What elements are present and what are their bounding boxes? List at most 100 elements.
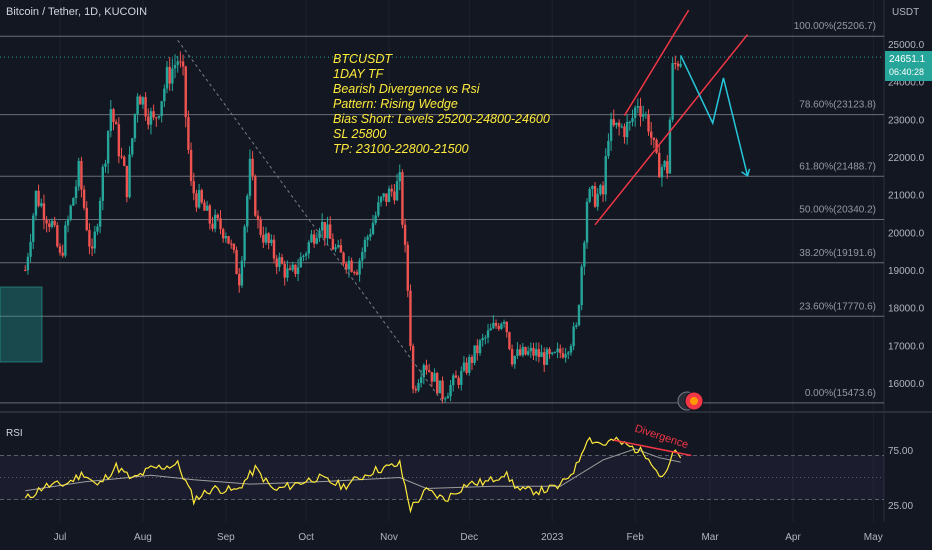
candle-body xyxy=(609,119,613,141)
candle-body xyxy=(334,247,337,250)
note-line: 1DAY TF xyxy=(333,67,384,81)
candle-body xyxy=(123,156,126,166)
rsi-label[interactable]: RSI xyxy=(6,428,23,439)
candle-body xyxy=(246,195,249,227)
candle-body xyxy=(422,365,426,378)
candle-body xyxy=(350,260,353,272)
candle-body xyxy=(543,352,546,365)
candle-body xyxy=(264,233,268,243)
candle-body xyxy=(144,97,147,117)
candle-body xyxy=(189,149,193,182)
candle-body xyxy=(516,349,519,356)
candle-body xyxy=(216,214,220,219)
candle-body xyxy=(633,107,637,118)
candle-body xyxy=(508,332,511,350)
candle-body xyxy=(497,325,500,329)
candle-body xyxy=(53,220,56,226)
candle-body xyxy=(462,362,466,371)
candle-body xyxy=(604,156,607,195)
candle-body xyxy=(548,349,551,354)
candle-body xyxy=(235,249,238,275)
note-line: TP: 23100-22800-21500 xyxy=(333,142,469,156)
descending-trendline xyxy=(177,39,443,403)
candle-body xyxy=(481,338,484,341)
candle-body xyxy=(48,223,51,227)
symbol-title[interactable]: Bitcoin / Tether, 1D, KUCOIN xyxy=(6,6,148,18)
candle-body xyxy=(278,257,281,267)
candle-body xyxy=(500,323,503,329)
candle-body xyxy=(280,257,284,264)
candle-body xyxy=(221,229,225,239)
candlestick-series xyxy=(24,51,682,404)
event-icons[interactable] xyxy=(677,391,704,411)
candle-body xyxy=(636,106,640,108)
y-tick-label: 17000.0 xyxy=(888,341,925,352)
candle-body xyxy=(58,246,62,253)
x-tick-label: Oct xyxy=(298,532,314,543)
candle-body xyxy=(382,193,385,197)
candle-body xyxy=(572,326,575,347)
candle-body xyxy=(599,185,602,195)
candle-body xyxy=(537,349,541,357)
candle-body xyxy=(136,96,139,114)
x-tick-label: Sep xyxy=(217,532,235,543)
candle-body xyxy=(200,190,203,203)
candle-body xyxy=(272,239,276,259)
currency-label: USDT xyxy=(892,7,920,18)
candle-body xyxy=(232,243,236,250)
candle-body xyxy=(139,96,142,105)
candle-body xyxy=(184,66,187,118)
candle-body xyxy=(419,377,423,383)
candle-body xyxy=(168,66,171,84)
candle-body xyxy=(90,246,94,249)
candle-body xyxy=(505,321,508,333)
candle-body xyxy=(409,290,412,347)
rsi-tick-label: 75.00 xyxy=(888,446,913,457)
fibonacci-label: 23.60%(17770.6) xyxy=(799,301,876,312)
candle-body xyxy=(470,356,474,363)
candle-body xyxy=(655,139,658,153)
candle-body xyxy=(104,163,107,167)
candle-body xyxy=(195,193,198,208)
candle-body xyxy=(468,356,471,373)
candle-body xyxy=(374,215,377,223)
candle-body xyxy=(45,220,48,224)
candle-body xyxy=(641,114,645,117)
candle-body xyxy=(294,264,297,275)
candle-body xyxy=(492,322,495,329)
candle-body xyxy=(355,272,359,275)
projection-arrowhead xyxy=(741,168,751,178)
note-line: BTCUSDT xyxy=(333,52,393,66)
candle-body xyxy=(254,176,257,216)
candle-body xyxy=(72,197,75,206)
y-tick-label: 19000.0 xyxy=(888,266,925,277)
candle-body xyxy=(141,97,145,105)
candle-body xyxy=(163,88,166,102)
candle-body xyxy=(176,61,179,65)
candle-body xyxy=(312,234,316,244)
candle-body xyxy=(446,396,450,399)
candle-body xyxy=(513,355,516,365)
candle-body xyxy=(109,109,113,132)
candle-body xyxy=(425,365,428,371)
candle-body xyxy=(270,239,273,243)
candle-body xyxy=(240,260,244,286)
last-price-value: 24651.1 xyxy=(889,54,926,65)
candle-body xyxy=(406,244,409,291)
y-tick-label: 18000.0 xyxy=(888,304,925,315)
candle-body xyxy=(219,218,222,230)
candle-body xyxy=(385,193,388,202)
candle-body xyxy=(652,137,656,140)
candle-body xyxy=(502,321,506,324)
candle-body xyxy=(259,219,262,235)
fibonacci-label: 100.00%(25206.7) xyxy=(794,21,876,32)
candle-body xyxy=(187,117,190,150)
candle-body xyxy=(403,224,407,245)
candle-body xyxy=(663,161,666,168)
candle-body xyxy=(644,114,648,116)
candle-body xyxy=(623,126,626,138)
candle-body xyxy=(133,113,137,139)
candle-body xyxy=(666,161,669,174)
